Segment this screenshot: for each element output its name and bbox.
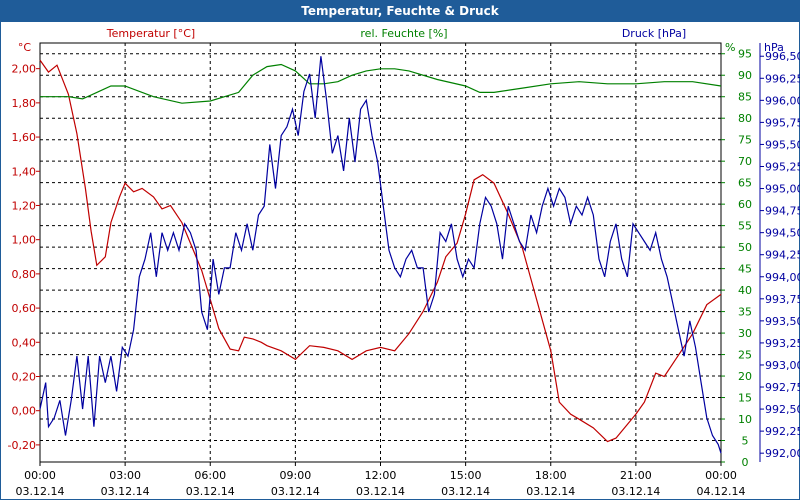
y-tick-label-humidity: 25	[738, 349, 752, 362]
y-tick-label-temperature: 1,00	[12, 234, 37, 247]
y-tick-label-pressure: 995,25	[765, 160, 800, 173]
legend-pressure: Druck [hPa]	[622, 27, 686, 40]
y-tick-label-humidity: 0	[742, 456, 749, 469]
series-line-humidity	[40, 63, 722, 104]
x-tick-label-time: 15:00	[450, 469, 482, 482]
axis-unit-pressure: hPa	[764, 41, 784, 54]
x-tick-label-date: 03.12.14	[271, 485, 320, 498]
y-tick-label-humidity: 80	[738, 112, 752, 125]
y-tick-label-humidity: 70	[738, 155, 752, 168]
y-tick-label-temperature: 1,80	[12, 97, 37, 110]
legend-humidity: rel. Feuchte [%]	[360, 27, 447, 40]
y-tick-label-temperature: 0,60	[12, 302, 37, 315]
y-tick-label-pressure: 993,75	[765, 293, 800, 306]
x-tick-label-date: 03.12.14	[101, 485, 150, 498]
y-tick-label-humidity: 15	[738, 392, 752, 405]
x-tick-label-date: 03.12.14	[611, 485, 660, 498]
y-tick-label-temperature: 0,80	[12, 268, 37, 281]
y-tick-label-temperature: 0,40	[12, 336, 37, 349]
chart-title: Temperatur, Feuchte & Druck	[1, 1, 799, 22]
y-tick-label-pressure: 995,50	[765, 138, 800, 151]
y-tick-label-pressure: 996,00	[765, 94, 800, 107]
y-tick-label-humidity: 5	[742, 435, 749, 448]
y-tick-label-temperature: 0,00	[12, 405, 37, 418]
x-tick-label-time: 18:00	[535, 469, 567, 482]
y-tick-label-pressure: 996,50	[765, 50, 800, 63]
y-tick-label-pressure: 994,75	[765, 205, 800, 218]
series-line-temperature	[39, 59, 722, 443]
y-tick-label-pressure: 992,75	[765, 381, 800, 394]
x-tick-label-time: 06:00	[194, 469, 226, 482]
y-tick-label-humidity: 65	[738, 177, 752, 190]
y-tick-label-humidity: 90	[738, 69, 752, 82]
x-tick-label-time: 00:00	[705, 469, 737, 482]
y-tick-label-humidity: 95	[738, 48, 752, 61]
axis-unit-temperature: °C	[18, 41, 32, 54]
y-tick-label-pressure: 995,00	[765, 183, 800, 196]
x-tick-label-time: 03:00	[109, 469, 141, 482]
x-tick-label-time: 00:00	[24, 469, 56, 482]
x-tick-label-date: 03.12.14	[186, 485, 235, 498]
y-tick-label-pressure: 994,00	[765, 271, 800, 284]
x-tick-label-time: 21:00	[620, 469, 652, 482]
y-tick-label-humidity: 40	[738, 284, 752, 297]
y-tick-label-humidity: 60	[738, 198, 752, 211]
y-tick-label-temperature: -0,20	[8, 439, 36, 452]
x-tick-label-date: 03.12.14	[526, 485, 575, 498]
y-tick-label-pressure: 993,25	[765, 337, 800, 350]
y-tick-label-temperature: 0,20	[12, 370, 37, 383]
y-tick-label-humidity: 10	[738, 413, 752, 426]
y-tick-label-humidity: 55	[738, 220, 752, 233]
y-tick-label-temperature: 1,60	[12, 131, 37, 144]
y-tick-label-humidity: 20	[738, 370, 752, 383]
y-tick-label-pressure: 994,50	[765, 227, 800, 240]
y-tick-label-humidity: 30	[738, 327, 752, 340]
x-tick-label-date: 03.12.14	[356, 485, 405, 498]
y-tick-label-pressure: 992,25	[765, 425, 800, 438]
x-tick-label-date: 03.12.14	[441, 485, 490, 498]
y-tick-label-pressure: 992,50	[765, 403, 800, 416]
y-tick-label-humidity: 85	[738, 91, 752, 104]
legend-temperature: Temperatur [°C]	[106, 27, 195, 40]
x-tick-label-date: 03.12.14	[16, 485, 65, 498]
x-tick-label-time: 09:00	[280, 469, 312, 482]
y-tick-label-pressure: 994,25	[765, 249, 800, 262]
y-tick-label-humidity: 45	[738, 263, 752, 276]
y-tick-label-pressure: 996,25	[765, 72, 800, 85]
y-tick-label-pressure: 993,00	[765, 359, 800, 372]
y-tick-label-pressure: 993,50	[765, 315, 800, 328]
y-tick-label-humidity: 35	[738, 306, 752, 319]
y-tick-label-temperature: 2,00	[12, 63, 37, 76]
axis-unit-humidity: %	[725, 41, 735, 54]
x-tick-label-date: 04.12.14	[697, 485, 746, 498]
y-tick-label-pressure: 995,75	[765, 116, 800, 129]
y-tick-label-temperature: 1,20	[12, 199, 37, 212]
y-tick-label-humidity: 50	[738, 241, 752, 254]
y-tick-label-pressure: 992,00	[765, 447, 800, 460]
x-tick-label-time: 12:00	[365, 469, 397, 482]
y-tick-label-humidity: 75	[738, 134, 752, 147]
y-tick-label-temperature: 1,40	[12, 165, 37, 178]
series-line-pressure	[39, 56, 722, 454]
